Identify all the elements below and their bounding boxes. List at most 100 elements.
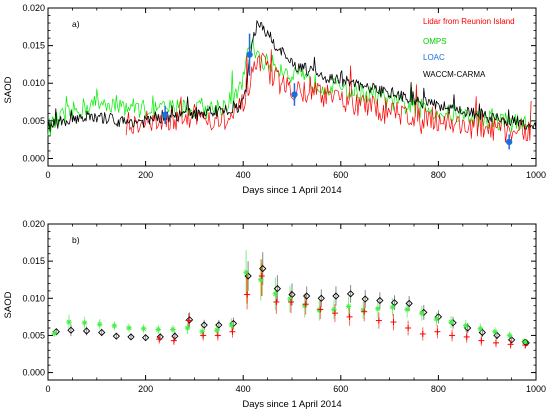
point-asterisk — [81, 320, 88, 326]
point-plus — [507, 341, 514, 348]
b-ytick-label: 0.015 — [22, 256, 45, 266]
asterisk-stroke — [112, 323, 117, 329]
panel-b-ylabel: SAOD — [3, 291, 14, 318]
point-diamond — [185, 316, 194, 324]
point-asterisk — [214, 327, 220, 334]
point-plus — [463, 333, 470, 340]
point-plus — [156, 336, 163, 343]
point-plus — [405, 325, 412, 331]
point-asterisk — [170, 326, 176, 333]
point-asterisk — [111, 322, 118, 329]
point-asterisk — [404, 306, 410, 313]
point-diamond — [361, 295, 369, 303]
asterisk-stroke — [331, 307, 337, 312]
asterisk-stroke — [155, 327, 161, 332]
b-xtick-label: 800 — [431, 384, 446, 394]
panel-b-label: b) — [72, 235, 80, 245]
a-xtick-label: 1000 — [526, 170, 546, 180]
asterisk-stroke — [229, 322, 234, 328]
point-plus — [317, 306, 324, 313]
point-diamond — [317, 294, 325, 302]
asterisk-stroke — [97, 321, 103, 327]
point-plus — [273, 299, 280, 305]
point-asterisk — [433, 316, 440, 322]
asterisk-stroke — [170, 327, 176, 332]
point-asterisk — [126, 325, 132, 331]
point-plus — [185, 317, 192, 324]
point-diamond — [405, 299, 413, 308]
asterisk-stroke — [448, 319, 454, 325]
point-asterisk — [243, 269, 249, 276]
point-asterisk — [155, 326, 162, 333]
asterisk-stroke — [66, 319, 72, 325]
point-plus — [375, 317, 382, 324]
asterisk-stroke — [346, 304, 351, 309]
point-diamond — [67, 326, 75, 334]
asterisk-stroke — [434, 316, 439, 322]
a-xtick-label: 0 — [45, 170, 50, 180]
b-xtick-label: 0 — [45, 384, 50, 394]
point-diamond — [200, 321, 208, 329]
asterisk-stroke — [199, 329, 205, 335]
panel-a-label: a) — [72, 19, 80, 29]
point-diamond — [127, 333, 135, 341]
b-ytick-label: 0.005 — [22, 330, 45, 340]
loac-point — [246, 51, 253, 58]
point-diamond — [273, 284, 282, 293]
point-diamond — [215, 321, 223, 329]
point-asterisk — [345, 303, 352, 310]
point-asterisk — [199, 328, 205, 335]
point-plus — [478, 337, 485, 344]
point-diamond — [259, 264, 267, 273]
point-asterisk — [492, 328, 498, 335]
point-asterisk — [287, 296, 293, 302]
asterisk-stroke — [273, 291, 278, 297]
point-diamond — [303, 292, 311, 300]
panel-b-xlabel: Days since 1 April 2014 — [242, 399, 341, 410]
asterisk-stroke — [419, 310, 425, 316]
b-ytick-label: 0.000 — [22, 368, 45, 378]
point-asterisk — [96, 321, 103, 328]
point-plus — [434, 328, 441, 335]
point-asterisk — [389, 304, 396, 310]
a-xtick-label: 600 — [333, 170, 348, 180]
asterisk-stroke — [478, 326, 483, 332]
asterisk-stroke — [52, 330, 57, 336]
panel-a-ylabel: SAOD — [3, 76, 14, 103]
asterisk-stroke — [185, 325, 190, 331]
point-asterisk — [228, 322, 235, 328]
series-line-lidar-from-reunion-island — [125, 49, 532, 143]
point-asterisk — [462, 322, 469, 329]
point-diamond — [82, 327, 91, 335]
asterisk-stroke — [390, 304, 395, 310]
a-ytick-label: 0.020 — [22, 3, 45, 13]
point-diamond — [98, 328, 106, 337]
panel-a: 0 200 400 600 800 1000 0.000 0.005 0.010 0.015 0.0… — [3, 3, 546, 196]
asterisk-stroke — [375, 306, 381, 311]
point-asterisk — [331, 306, 337, 313]
a-xtick-label: 400 — [236, 170, 251, 180]
point-asterisk — [140, 325, 147, 332]
b-ytick-label: 0.020 — [22, 219, 45, 229]
point-plus — [331, 310, 338, 317]
legend-waccm: WACCM-CARMA — [423, 70, 486, 79]
loac-point — [505, 138, 513, 146]
point-asterisk — [51, 330, 58, 336]
b-xtick-label: 200 — [138, 384, 153, 394]
panel-a-axes: 0 200 400 600 800 1000 0.000 0.005 0.010 0.015 0.0… — [22, 3, 546, 180]
point-asterisk — [506, 332, 513, 339]
asterisk-stroke — [126, 325, 132, 331]
point-plus — [390, 319, 397, 326]
point-diamond — [346, 290, 355, 298]
point-plus — [346, 313, 353, 320]
point-diamond — [171, 332, 179, 340]
a-ytick-label: 0.010 — [22, 78, 45, 88]
point-plus — [170, 337, 177, 344]
point-plus — [244, 291, 251, 298]
point-plus — [449, 332, 456, 339]
point-asterisk — [477, 325, 484, 332]
b-xtick-label: 600 — [333, 384, 348, 394]
point-plus — [200, 332, 207, 339]
series-line-omps — [47, 37, 532, 137]
point-plus — [288, 299, 295, 305]
